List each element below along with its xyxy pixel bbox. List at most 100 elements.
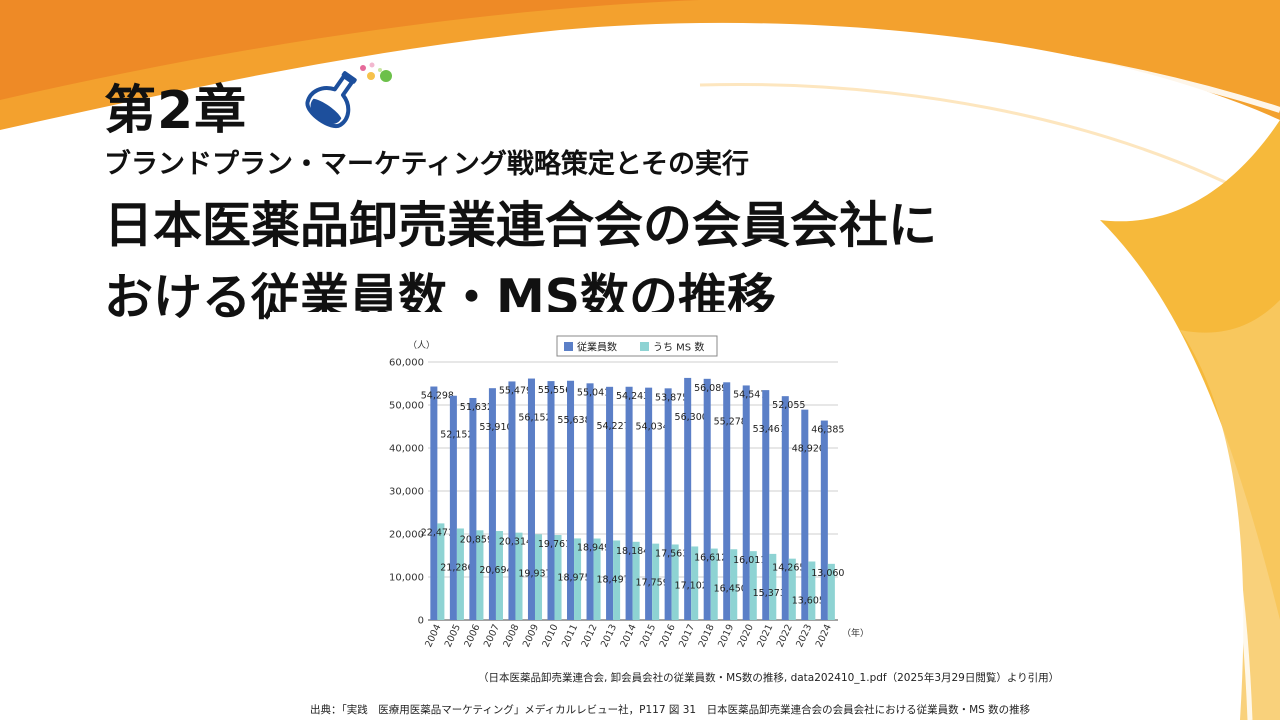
data-label-ms: 20,694 — [479, 565, 512, 576]
data-label-employees: 51,632 — [460, 402, 493, 413]
bar-ms — [574, 538, 582, 620]
data-label-employees: 55,278 — [714, 416, 747, 427]
legend-label-employees: 従業員数 — [577, 341, 617, 354]
y-tick-label: 20,000 — [389, 530, 424, 541]
data-label-employees: 54,243 — [616, 391, 649, 402]
legend-box — [556, 335, 718, 357]
bar-ms — [554, 535, 562, 620]
bar-employees — [820, 420, 828, 620]
data-label-ms: 14,265 — [772, 563, 805, 574]
data-label-employees: 46,385 — [811, 425, 844, 436]
data-label-employees: 56,089 — [694, 383, 727, 394]
bar-ms — [808, 561, 816, 620]
data-label-employees: 54,547 — [733, 389, 766, 400]
data-label-ms: 20,314 — [499, 537, 532, 548]
data-label-ms: 18,975 — [557, 572, 590, 583]
bar-ms — [671, 544, 679, 620]
bar-ms — [652, 543, 660, 620]
bar-ms — [749, 551, 757, 620]
data-label-employees: 53,461 — [753, 424, 786, 435]
legend-swatch-employees — [564, 342, 573, 351]
data-label-employees: 55,556 — [538, 385, 571, 396]
data-label-ms: 13,060 — [811, 568, 844, 579]
bar-ms — [456, 528, 464, 620]
bar-employees — [703, 378, 711, 620]
data-label-ms: 16,612 — [694, 553, 727, 564]
bar-employees — [606, 386, 614, 620]
data-label-ms: 15,373 — [753, 588, 786, 599]
y-tick-label: 10,000 — [389, 573, 424, 584]
data-label-ms: 17,563 — [655, 548, 688, 559]
data-label-employees: 54,227 — [596, 421, 629, 432]
bar-ms — [593, 538, 601, 620]
x-tick-label: 2021 — [755, 623, 775, 650]
bar-employees — [527, 378, 535, 620]
bar-ms — [534, 534, 543, 620]
data-label-employees: 56,300 — [675, 412, 708, 423]
data-label-ms: 18,184 — [616, 546, 649, 557]
bar-employees — [684, 377, 692, 620]
bar-ms — [730, 549, 738, 620]
x-tick-label: 2019 — [716, 623, 736, 650]
y-tick-label: 50,000 — [389, 401, 424, 412]
bar-employees — [586, 383, 594, 620]
chapter-label: 第2章 — [104, 81, 248, 141]
bar-employees — [723, 382, 731, 620]
chapter-subtitle: ブランドプラン・マーケティング戦略策定とその実行 — [104, 149, 750, 180]
bar-ms — [788, 558, 796, 620]
data-label-ms: 19,761 — [538, 539, 571, 550]
data-label-ms: 22,471 — [421, 527, 454, 538]
x-tick-label: 2009 — [521, 623, 541, 650]
data-label-ms: 17,759 — [636, 578, 669, 589]
x-tick-label: 2004 — [423, 623, 443, 650]
data-label-employees: 54,298 — [421, 391, 454, 402]
bar-employees — [801, 409, 809, 620]
x-tick-label: 2018 — [697, 623, 717, 650]
x-tick-label: 2017 — [677, 623, 697, 650]
bar-employees — [762, 390, 770, 620]
bar-chart: （人） 0 10,000 20,000 30,000 40,000 50,000 60,000… — [389, 335, 869, 650]
bar-ms — [769, 553, 777, 620]
x-tick-label: 2023 — [794, 623, 814, 650]
x-tick-label: 2013 — [599, 623, 619, 650]
bar-employees — [449, 395, 457, 620]
bar-employees — [469, 397, 477, 620]
flask-icon — [305, 62, 392, 129]
bar-ms — [691, 546, 699, 620]
y-tick-label: 30,000 — [389, 487, 424, 498]
x-tick-label: 2011 — [560, 623, 580, 650]
bar-ms — [827, 563, 835, 620]
y-tick-label: 40,000 — [389, 444, 424, 455]
bar-employees — [645, 387, 653, 620]
x-tick-label: 2006 — [462, 623, 482, 650]
bar-ms — [476, 530, 484, 620]
x-tick-label: 2012 — [579, 623, 599, 650]
bar-employees — [742, 385, 750, 620]
data-label-employees: 55,638 — [557, 415, 590, 426]
bar-employees — [625, 386, 633, 620]
data-label-employees: 52,055 — [772, 400, 805, 411]
x-tick-label: 2008 — [501, 623, 521, 650]
page-title-line1: 日本医薬品卸売業連合会の会員会社に — [104, 197, 938, 254]
bar-employees — [508, 381, 516, 620]
data-label-employees: 55,479 — [499, 385, 532, 396]
data-label-employees: 56,152 — [518, 413, 551, 424]
bar-ms — [515, 532, 523, 620]
data-label-employees: 55,041 — [577, 387, 610, 398]
data-label-ms: 21,286 — [440, 562, 473, 573]
data-label-employees: 48,920 — [792, 444, 825, 455]
data-label-ms: 17,102 — [675, 580, 708, 591]
data-label-ms: 13,605 — [792, 595, 825, 606]
bar-employees — [567, 380, 575, 620]
data-label-employees: 53,910 — [479, 422, 512, 433]
data-label-ms: 16,011 — [733, 555, 766, 566]
bar-ms — [437, 523, 445, 620]
data-label-employees: 52,152 — [440, 430, 473, 441]
x-unit-label: （年） — [842, 627, 869, 639]
x-tick-label: 2016 — [658, 623, 678, 650]
data-label-ms: 18,949 — [577, 543, 610, 554]
bar-ms — [632, 541, 640, 620]
citation-note: 出典：「実践 医療用医薬品マーケティング」メディカルレビュー社，P117 図 3… — [310, 704, 1031, 716]
legend-swatch-ms — [640, 342, 649, 351]
data-label-employees: 53,875 — [655, 392, 688, 403]
